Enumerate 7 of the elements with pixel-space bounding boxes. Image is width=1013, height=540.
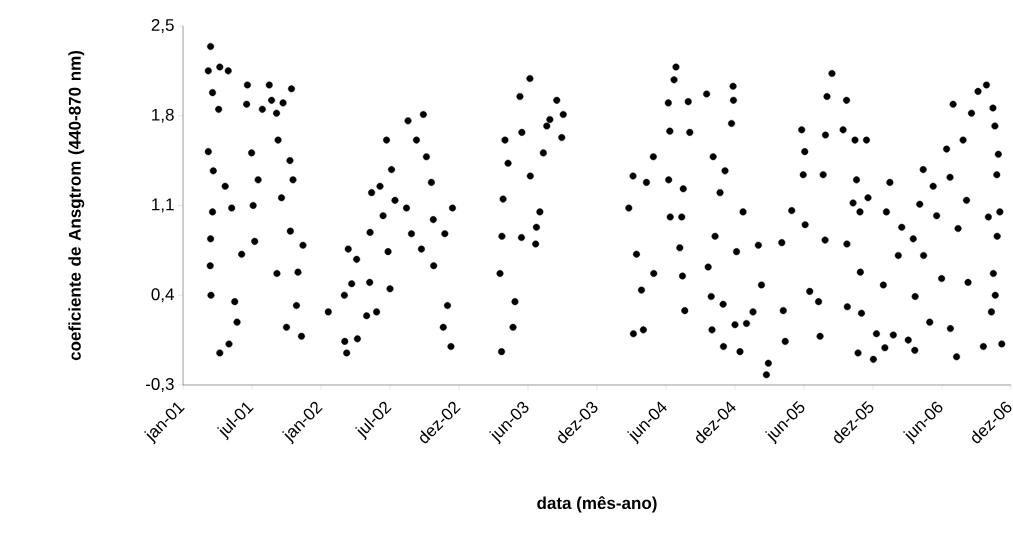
y-tick-label: -0,3 xyxy=(145,377,174,393)
y-tick-label: 1,1 xyxy=(152,198,174,213)
y-axis-title: coeficiente de Ansgtrom (440-870 nm) xyxy=(68,50,85,361)
y-tick-label: 0,4 xyxy=(151,288,174,303)
y-tick-label: 2,5 xyxy=(151,18,174,34)
y-tick-label: 1,8 xyxy=(152,108,174,123)
x-axis-title: data (mês-ano) xyxy=(537,496,657,513)
